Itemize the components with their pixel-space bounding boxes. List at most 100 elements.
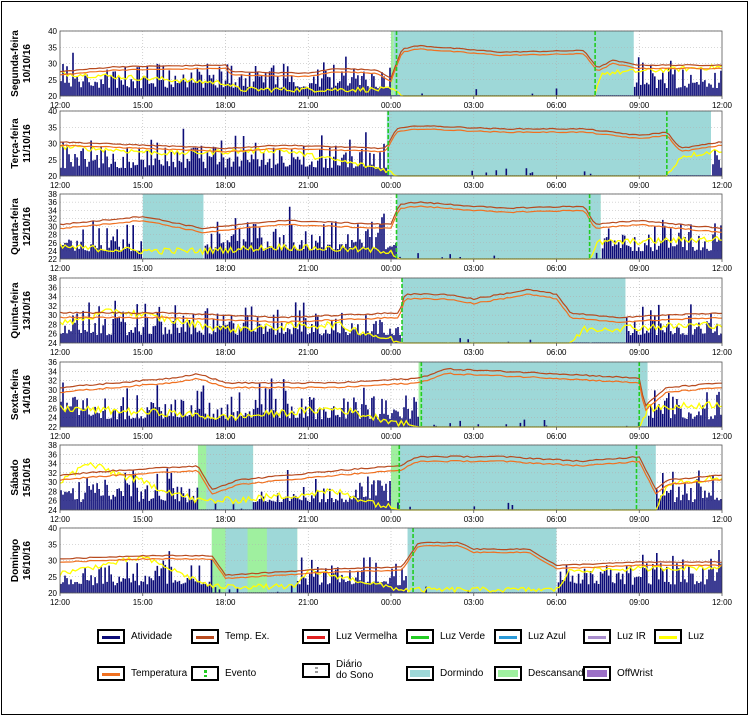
x-tick-label: 09:00 — [629, 598, 650, 607]
day-name-label: Segunda-feira — [10, 30, 21, 97]
sleeping-band — [402, 278, 626, 343]
x-tick-label: 15:00 — [133, 598, 154, 607]
legend-label: Temperatura — [131, 668, 188, 679]
y-tick-label: 24 — [48, 339, 57, 348]
legend-item: Luz Vermelha — [302, 629, 397, 644]
temperature-series — [60, 544, 723, 580]
x-tick-label: 06:00 — [546, 515, 567, 524]
legend-label: Dormindo — [440, 668, 484, 679]
y-tick-label: 28 — [48, 231, 57, 240]
x-tick-label: 21:00 — [298, 181, 319, 190]
x-tick-label: 09:00 — [629, 101, 650, 110]
y-tick-label: 28 — [48, 395, 57, 404]
legend-label: Luz IR — [617, 631, 646, 642]
y-tick-label: 22 — [48, 423, 57, 432]
x-tick-label: 21:00 — [298, 598, 319, 607]
legend-label: OffWrist — [617, 668, 653, 679]
x-tick-label: 21:00 — [298, 264, 319, 273]
x-tick-label: 00:00 — [381, 264, 402, 273]
sleeping-band — [399, 445, 656, 510]
day-name-label: Sexta-feira — [10, 368, 21, 420]
day-name-label: Quarta-feira — [10, 198, 21, 255]
x-tick-label: 03:00 — [464, 348, 485, 357]
y-tick-label: 32 — [48, 469, 57, 478]
x-tick-label: 21:00 — [298, 101, 319, 110]
day-date-label: 15/10/16 — [22, 458, 33, 497]
legend-swatch — [583, 666, 611, 681]
y-tick-label: 38 — [48, 190, 57, 199]
x-tick-label: 12:00 — [50, 432, 71, 441]
legend-label: Luz Azul — [528, 631, 566, 642]
x-tick-label: 12:00 — [50, 598, 71, 607]
light-series — [59, 235, 723, 260]
y-tick-label: 30 — [48, 311, 57, 320]
y-tick-label: 40 — [48, 27, 57, 36]
x-tick-label: 12:00 — [712, 598, 733, 607]
light-series — [59, 63, 723, 97]
x-tick-label: 18:00 — [215, 432, 236, 441]
resting-band — [391, 31, 394, 96]
x-tick-label: 18:00 — [215, 515, 236, 524]
temperature-series — [59, 460, 723, 495]
x-tick-label: 03:00 — [464, 598, 485, 607]
legend-label: Diário do Sono — [336, 659, 374, 681]
x-tick-label: 06:00 — [546, 598, 567, 607]
y-tick-label: 32 — [48, 302, 57, 311]
x-tick-label: 06:00 — [546, 264, 567, 273]
x-tick-label: 15:00 — [133, 432, 154, 441]
legend-item: Luz Verde — [406, 629, 485, 644]
x-tick-label: 21:00 — [298, 432, 319, 441]
temperature-series — [60, 372, 723, 412]
x-tick-label: 15:00 — [133, 515, 154, 524]
y-tick-label: 24 — [48, 414, 57, 423]
y-tick-label: 36 — [48, 198, 57, 207]
legend-item: Temperatura — [97, 666, 187, 681]
legend-swatch — [97, 666, 125, 681]
y-tick-label: 20 — [48, 172, 57, 181]
y-tick-label: 22 — [48, 255, 57, 264]
y-tick-label: 24 — [48, 506, 57, 515]
y-tick-label: 20 — [48, 92, 57, 101]
y-tick-label: 26 — [48, 239, 57, 248]
y-tick-label: 34 — [48, 460, 57, 469]
x-tick-label: 09:00 — [629, 181, 650, 190]
y-tick-label: 30 — [48, 140, 57, 149]
y-tick-label: 36 — [48, 358, 57, 367]
legend-swatch — [583, 629, 611, 644]
legend-item: Atividade — [97, 629, 172, 644]
day-name-label: Domingo — [10, 539, 21, 582]
x-tick-label: 00:00 — [381, 598, 402, 607]
legend-swatch — [494, 629, 522, 644]
y-tick-label: 35 — [48, 540, 57, 549]
legend-label: Luz — [688, 631, 705, 642]
temp-ext-series — [59, 125, 723, 150]
legend-item: Evento — [191, 666, 256, 681]
y-tick-label: 20 — [48, 589, 57, 598]
legend-label: Atividade — [131, 631, 173, 642]
x-tick-label: 09:00 — [629, 348, 650, 357]
x-tick-label: 03:00 — [464, 432, 485, 441]
temp-ext-series — [59, 367, 722, 407]
legend-swatch — [302, 662, 330, 678]
y-tick-label: 30 — [48, 557, 57, 566]
y-tick-label: 38 — [48, 441, 57, 450]
legend-label: Luz Verde — [440, 631, 486, 642]
legend-swatch — [191, 629, 219, 644]
y-tick-label: 26 — [48, 404, 57, 413]
legend-item: Temp. Ex. — [191, 629, 269, 644]
legend-swatch — [97, 629, 125, 644]
x-tick-label: 12:00 — [712, 432, 733, 441]
x-tick-label: 03:00 — [464, 515, 485, 524]
y-tick-label: 30 — [48, 478, 57, 487]
day-date-label: 13/10/16 — [22, 291, 33, 330]
y-tick-label: 30 — [48, 386, 57, 395]
temp-ext-series — [59, 288, 723, 319]
legend-label-line2: do Sono — [336, 670, 374, 681]
x-tick-label: 12:00 — [50, 264, 71, 273]
x-tick-label: 03:00 — [464, 264, 485, 273]
